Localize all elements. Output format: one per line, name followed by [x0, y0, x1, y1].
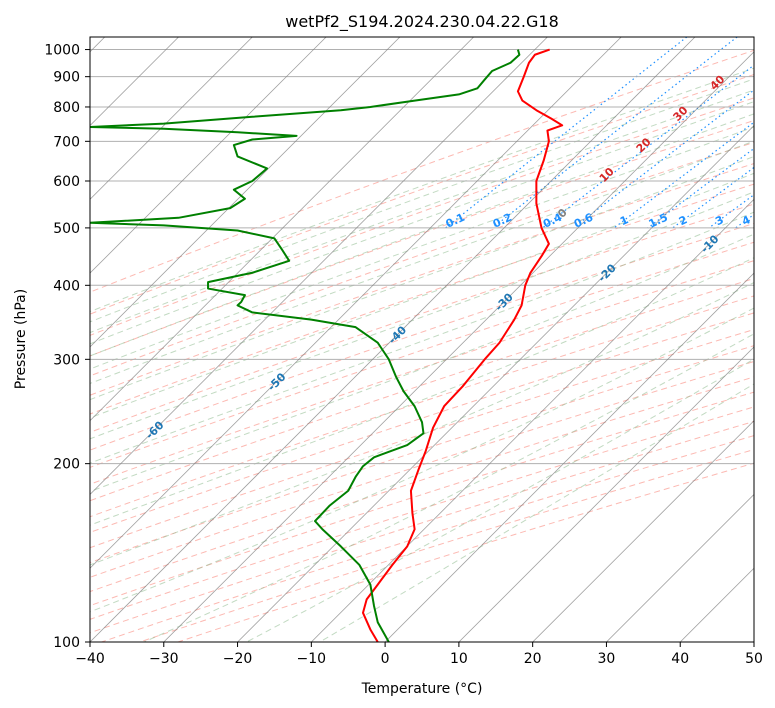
moist-adiabat-line	[90, 113, 754, 357]
y-tick-label: 100	[53, 635, 80, 651]
x-tick-label: 0	[381, 651, 390, 667]
moist-adiabat-line	[90, 155, 754, 401]
dry-adiabat-line	[139, 449, 754, 642]
skewed-isotherms	[90, 37, 754, 642]
y-axis-title: Pressure (hPa)	[13, 289, 29, 389]
isotherm-line	[237, 124, 754, 642]
x-tick-label: −10	[297, 651, 327, 667]
x-tick-label: 10	[450, 651, 468, 667]
x-tick-label: 50	[745, 651, 763, 667]
dry-adiabat-line	[177, 462, 754, 642]
dry-adiabat-line	[90, 49, 754, 293]
isotherm-line	[90, 37, 474, 422]
dry-adiabat-line	[101, 435, 754, 642]
plot-area: 0.10.20.40.611.52346810131620253036-100-…	[90, 37, 754, 642]
moist-adiabat-line	[90, 211, 754, 464]
moist-adiabat-line	[90, 67, 754, 313]
moist-adiabat-line	[90, 281, 754, 566]
isotherm-line	[384, 272, 754, 642]
x-tick-label: 40	[671, 651, 689, 667]
isotherm-line	[90, 37, 401, 348]
mixing-ratio-line	[445, 37, 688, 229]
y-tick-label: 300	[53, 352, 80, 368]
dry-adiabat-line	[90, 328, 754, 549]
isotherm-line	[532, 420, 754, 642]
sounding-profiles	[90, 48, 564, 642]
mixing-ratio-line	[708, 194, 754, 229]
x-tick-label: −40	[75, 651, 105, 667]
mixing-ratio-line	[647, 147, 754, 229]
isotherm-line	[311, 198, 754, 642]
temperature-profile-line	[361, 48, 564, 642]
y-tick-label: 800	[53, 100, 80, 116]
y-tick-label: 400	[53, 278, 80, 294]
dry-adiabat-line	[90, 420, 754, 634]
x-axis-ticks: −40 −30 −20 −10 0 10 20 30 40 50	[75, 642, 763, 667]
isotherm-line	[163, 51, 754, 642]
y-tick-label: 200	[53, 457, 80, 473]
isotherm-line	[606, 493, 754, 642]
x-tick-label: 30	[598, 651, 616, 667]
y-tick-label: 600	[53, 174, 80, 190]
isotherm-line	[90, 37, 622, 569]
moist-adiabat-line	[143, 333, 754, 642]
mixing-ratio-line	[542, 64, 754, 229]
mixing-ratio-line	[573, 89, 754, 229]
isotherm-line	[90, 37, 696, 642]
x-axis-title: Temperature (°C)	[361, 681, 483, 697]
plot-frame	[89, 36, 755, 643]
mixing-ratio-lines	[445, 37, 754, 229]
y-tick-label: 1000	[44, 43, 80, 59]
chart-title: wetPf2_S194.2024.230.04.22.G18	[285, 12, 559, 32]
y-tick-label: 700	[53, 134, 80, 150]
moist-adiabat-line	[246, 358, 754, 642]
dry-adiabat-line	[90, 312, 754, 533]
y-tick-label: 900	[53, 70, 80, 86]
isotherm-line	[458, 346, 754, 642]
x-tick-label: −20	[223, 651, 253, 667]
isotherm-line	[90, 37, 253, 200]
isotherm-line	[90, 37, 548, 496]
y-axis-ticks: 100 200 300 400 500 600 700 800 900 1000	[44, 43, 90, 651]
x-tick-label: −30	[149, 651, 179, 667]
isotherm-line	[90, 37, 327, 274]
y-tick-label: 500	[53, 221, 80, 237]
moist-adiabat-line	[90, 126, 754, 370]
dewpoint-profile-line	[90, 49, 521, 642]
dry-adiabat-line	[90, 406, 754, 620]
dry-adiabat-line	[90, 97, 754, 336]
moist-adiabat-line	[319, 383, 754, 642]
x-tick-label: 20	[524, 651, 542, 667]
moist-adiabat-line	[90, 172, 754, 419]
